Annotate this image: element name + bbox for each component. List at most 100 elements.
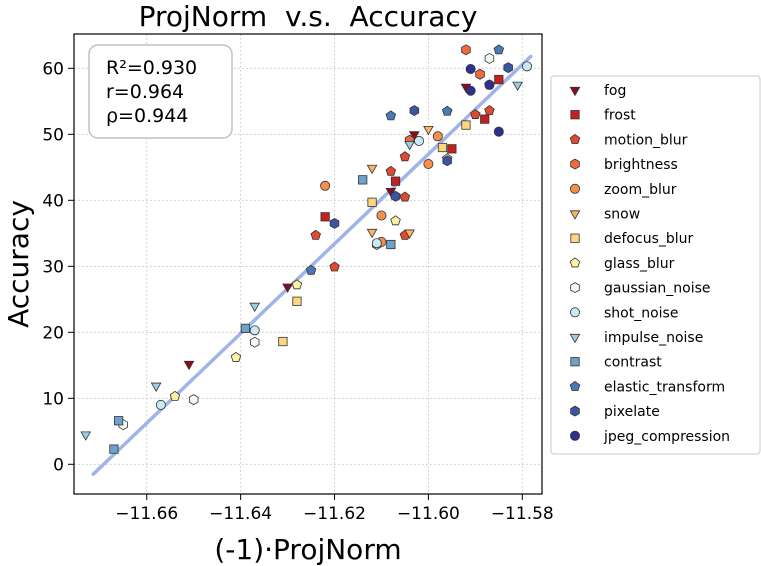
plot-frame [73, 33, 543, 495]
legend-item-shot-noise: shot_noise [570, 305, 678, 321]
legend-marker [569, 380, 581, 391]
point-impulse-noise [249, 302, 261, 313]
point-motion-blur [470, 109, 481, 119]
stat-pearson-r: r=0.964 [106, 81, 184, 103]
point-shot-noise [371, 238, 382, 249]
point-jpeg-compression [484, 79, 495, 90]
point-snow [404, 229, 415, 239]
legend-label: fog [604, 83, 626, 99]
legend-item-jpeg-compression: jpeg_compression [570, 429, 730, 445]
point-shot-noise [521, 61, 532, 72]
legend-label: snow [604, 207, 640, 223]
y-tick-label: 10 [42, 389, 64, 409]
legend-marker [569, 210, 581, 220]
stats-box: R²=0.930 r=0.964 ρ=0.944 [88, 44, 233, 139]
legend-item-elastic-transform: elastic_transform [569, 379, 725, 395]
legend-label: jpeg_compression [603, 429, 730, 445]
legend-item-motion-blur: motion_blur [569, 132, 688, 148]
legend-marker [570, 158, 580, 170]
x-tick-label: −11.58 [491, 504, 554, 524]
point-motion-blur [399, 191, 411, 202]
legend-marker [570, 233, 580, 243]
point-brightness [461, 44, 471, 56]
legend-item-contrast: contrast [570, 355, 662, 371]
legend-marker [570, 430, 581, 441]
legend-item-glass-blur: glass_blur [569, 256, 675, 272]
point-pixelate [329, 217, 340, 229]
point-glass-blur [169, 390, 181, 401]
point-zoom-blur [376, 210, 387, 221]
point-frost [494, 74, 504, 85]
point-fog [183, 360, 195, 371]
legend-item-frost: frost [570, 108, 636, 124]
point-snow [423, 125, 434, 136]
point-fog [282, 283, 293, 293]
point-motion-blur [385, 165, 397, 176]
legend: fog frost motion_blur brightness zoom_blursn… [550, 75, 761, 455]
legend-item-gaussian-noise: gaussian_noise [570, 281, 711, 297]
x-tick-label: −11.60 [397, 504, 460, 524]
x-tick-label: −11.66 [115, 504, 178, 524]
legend-item-fog: fog [569, 83, 626, 99]
point-gaussian-noise [249, 336, 260, 348]
point-contrast [109, 444, 119, 454]
point-glass-blur [390, 215, 401, 226]
y-tick-label: 30 [42, 257, 64, 277]
legend-marker [569, 257, 581, 268]
legend-label: defocus_blur [604, 231, 694, 247]
y-tick-label: 50 [42, 125, 64, 145]
point-jpeg-compression [465, 85, 476, 96]
legend-item-defocus-blur: defocus_blur [570, 231, 694, 247]
point-jpeg-compression [465, 63, 476, 74]
point-elastic-transform [305, 264, 317, 275]
point-zoom-blur [423, 159, 434, 170]
point-impulse-noise [150, 382, 162, 392]
point-contrast [386, 239, 396, 250]
legend-label: elastic_transform [604, 379, 725, 395]
point-snow [366, 228, 378, 239]
legend-item-impulse-noise: impulse_noise [569, 330, 703, 346]
data-points [80, 44, 532, 454]
point-motion-blur [329, 261, 340, 272]
point-contrast [240, 323, 250, 333]
point-frost [390, 176, 401, 186]
x-tick-label: −11.62 [303, 504, 366, 524]
point-defocus-blur [367, 197, 377, 207]
legend-label: brightness [604, 157, 678, 173]
point-glass-blur [230, 351, 242, 362]
legend-label: frost [604, 108, 636, 124]
point-pixelate [503, 62, 513, 74]
legend-marker [570, 357, 580, 367]
legend-marker [570, 282, 580, 294]
legend-label: shot_noise [604, 305, 678, 321]
point-elastic-transform [385, 110, 397, 121]
point-impulse-noise [80, 431, 92, 441]
y-tick-label: 0 [53, 455, 64, 475]
point-gaussian-noise [188, 394, 199, 406]
x-tick-label: −11.64 [209, 504, 272, 524]
point-brightness [475, 68, 485, 80]
fit-line-layer [91, 54, 533, 476]
legend-item-pixelate: pixelate [570, 404, 660, 420]
legend-label: contrast [604, 355, 662, 371]
y-tick-label: 20 [42, 323, 64, 343]
legend-item-brightness: brightness [570, 157, 678, 173]
point-snow [366, 164, 378, 175]
point-contrast [358, 175, 368, 185]
legend-label: gaussian_noise [604, 281, 711, 297]
point-zoom-blur [320, 180, 331, 191]
legend-marker [570, 307, 581, 318]
point-impulse-noise [404, 141, 415, 151]
point-frost [320, 212, 330, 222]
stats-box-frame [88, 44, 233, 139]
point-shot-noise [249, 325, 260, 336]
legend-marker [569, 86, 581, 97]
point-gaussian-noise [484, 52, 495, 64]
legend-marker [570, 183, 581, 194]
point-defocus-blur [437, 142, 448, 153]
stat-spearman-rho: ρ=0.944 [106, 105, 188, 127]
legend-item-zoom-blur: zoom_blur [570, 182, 677, 198]
point-defocus-blur [292, 296, 302, 306]
point-elastic-transform [441, 105, 453, 116]
legend-label: glass_blur [604, 256, 675, 272]
